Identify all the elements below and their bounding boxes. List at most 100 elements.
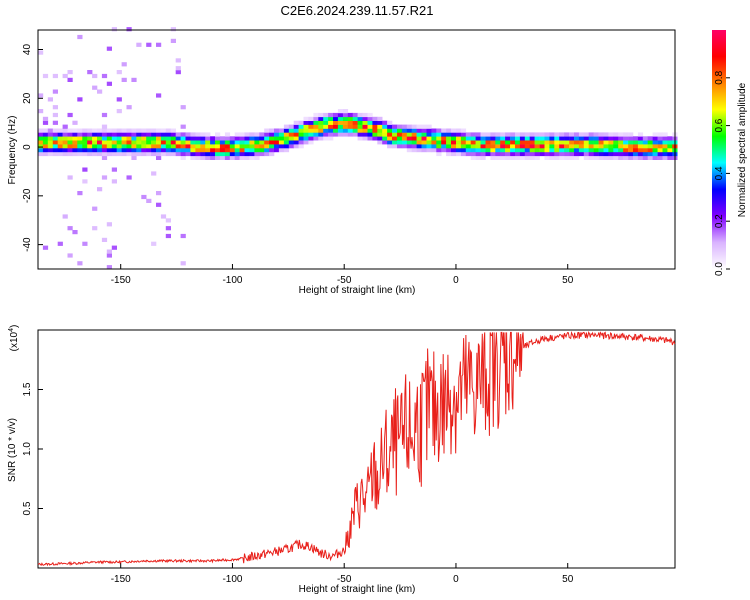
heat-cell (642, 155, 648, 160)
heat-cell (57, 132, 63, 137)
heat-cell (519, 148, 526, 153)
heat-cell (397, 136, 403, 141)
heat-cell (101, 144, 108, 149)
colorbar-gradient (712, 30, 726, 269)
heat-cell (264, 148, 270, 153)
heat-cell (441, 148, 447, 153)
heat-cell (323, 128, 329, 133)
heat-cell (298, 144, 304, 149)
heat-cell (308, 132, 314, 137)
heat-cell (480, 132, 486, 137)
heat-cell (131, 136, 137, 141)
heat-cell (116, 140, 122, 145)
heat-cell (67, 140, 73, 145)
heat-cell (436, 128, 442, 133)
heat-cell (156, 136, 162, 141)
heat-cell (210, 144, 216, 149)
heat-cell (446, 148, 452, 153)
heat-cell (569, 136, 575, 141)
heat-cell (185, 140, 191, 145)
heat-cell (62, 140, 68, 145)
heat-cell (180, 105, 186, 110)
heat-cell (337, 128, 344, 133)
heat-cell (219, 140, 226, 145)
heat-cell (151, 241, 157, 246)
heat-cell (559, 132, 565, 137)
heat-cell (421, 144, 427, 149)
heat-cell (239, 136, 245, 141)
heat-cell (136, 148, 142, 153)
heat-cell (618, 148, 624, 153)
heat-cell (382, 124, 388, 129)
heat-cell (377, 132, 383, 137)
heat-cell (534, 132, 540, 137)
heat-cell (101, 73, 108, 79)
heat-cell (475, 136, 481, 141)
heat-cell (485, 140, 491, 145)
heat-cell (608, 140, 614, 145)
heat-cell (633, 155, 639, 160)
heat-cell (460, 128, 467, 133)
heat-cell (42, 148, 49, 153)
heat-cell (574, 151, 580, 157)
heat-cell (42, 140, 49, 145)
heat-cell (101, 136, 108, 141)
heat-cell (505, 151, 511, 157)
heat-cell (347, 116, 353, 121)
heat-cell (146, 144, 152, 149)
heat-cell (67, 148, 73, 153)
heat-cell (401, 144, 408, 149)
heat-cell (377, 140, 383, 145)
heat-cell (190, 155, 196, 160)
heat-cell (136, 136, 142, 141)
heat-cell (382, 136, 388, 141)
heat-cell (465, 151, 471, 157)
heat-cell (342, 124, 349, 129)
snr-y-ticks: 0.5 1.0 1.5 (22, 382, 43, 515)
heat-cell (416, 124, 422, 129)
heat-cell (583, 140, 589, 145)
y-tick-label: -40 (22, 237, 33, 252)
heat-cell (628, 151, 634, 157)
heat-cell (308, 116, 314, 121)
heat-cell (298, 132, 304, 137)
heat-cell (667, 136, 673, 141)
heat-cell (82, 148, 88, 153)
heat-cell (72, 128, 78, 133)
heat-cell (387, 132, 393, 137)
heat-cell (308, 140, 314, 145)
heat-cell (342, 109, 349, 114)
heat-cell (465, 144, 471, 149)
heat-cell (67, 151, 73, 157)
heat-cell (549, 151, 555, 157)
heat-cell (505, 136, 511, 141)
heat-cell (249, 132, 255, 137)
heat-cell (269, 151, 275, 157)
heat-cell (131, 148, 137, 153)
heat-cell (42, 151, 49, 157)
heat-cell (156, 202, 162, 207)
heat-cell (480, 155, 486, 160)
heat-cell (42, 144, 49, 149)
heat-cell (392, 132, 398, 137)
heat-cell (637, 151, 644, 157)
heat-cell (446, 144, 452, 149)
heat-cell (421, 136, 427, 141)
heat-cell (111, 144, 117, 149)
heat-cell (215, 148, 221, 153)
heat-cell (185, 132, 191, 137)
heat-cell (42, 245, 49, 250)
heat-cell (116, 109, 122, 114)
heat-cell (136, 140, 142, 145)
heat-cell (554, 155, 560, 160)
heat-cell (623, 148, 629, 153)
heat-cell (633, 136, 639, 141)
heat-cell (175, 136, 181, 141)
heat-cell (121, 62, 127, 67)
heat-cell (367, 132, 373, 137)
heat-cell (87, 140, 93, 145)
heat-cell (156, 132, 162, 137)
heat-cell (446, 132, 452, 137)
heat-cell (397, 132, 403, 137)
heat-cell (170, 144, 176, 149)
